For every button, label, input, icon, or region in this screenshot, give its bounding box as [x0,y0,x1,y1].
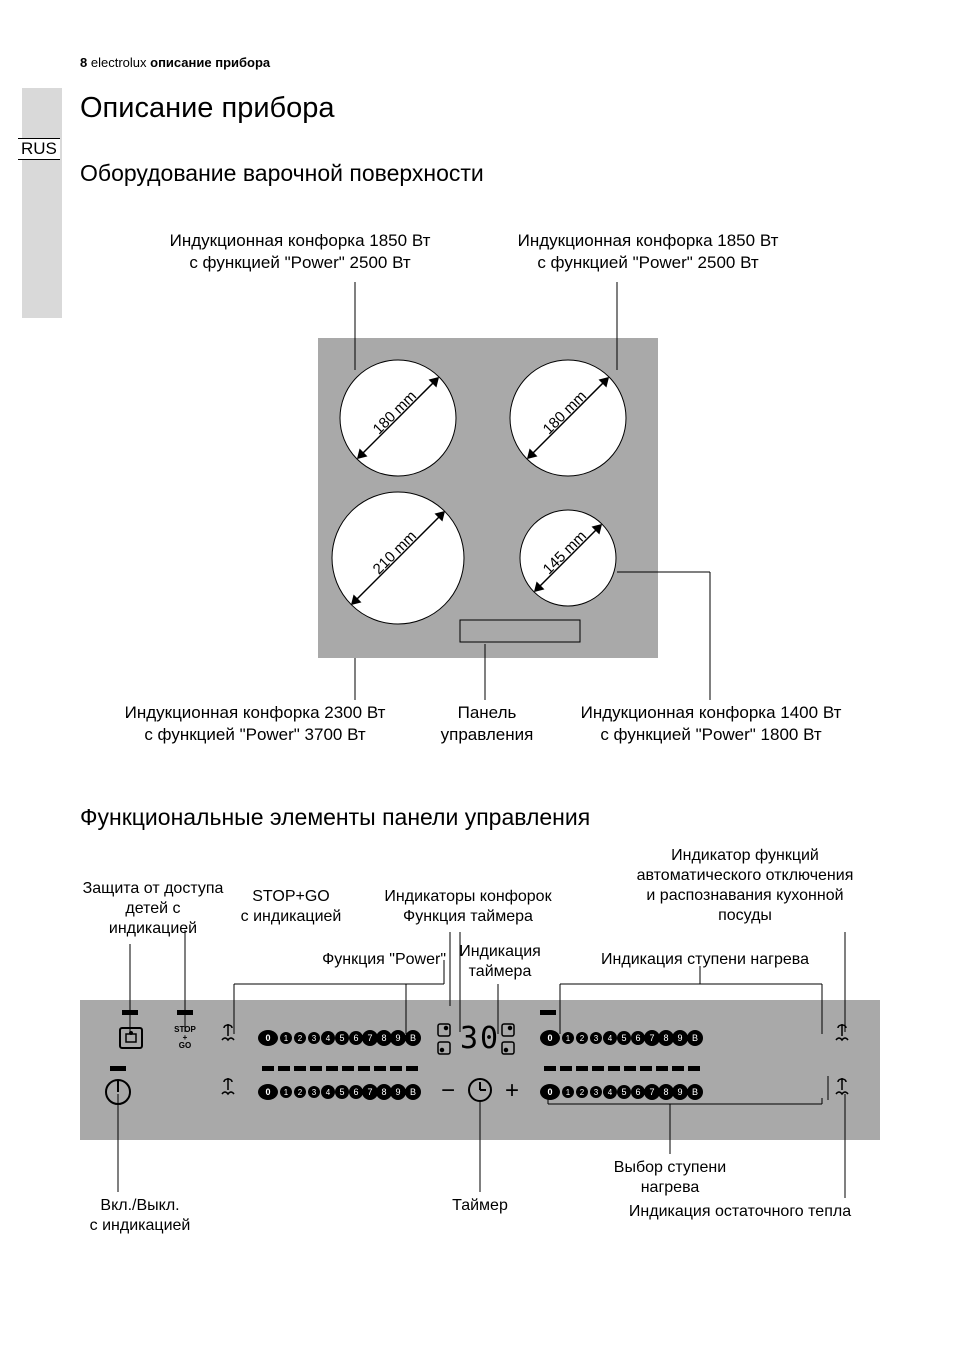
svg-text:7: 7 [649,1087,654,1097]
svg-text:9: 9 [395,1087,400,1097]
svg-text:7: 7 [649,1033,654,1043]
svg-text:2: 2 [298,1088,303,1097]
svg-text:8: 8 [663,1087,668,1097]
svg-text:9: 9 [395,1033,400,1043]
svg-text:5: 5 [339,1033,344,1043]
svg-text:5: 5 [339,1087,344,1097]
svg-text:1: 1 [566,1088,571,1097]
svg-text:1: 1 [284,1088,289,1097]
svg-text:0: 0 [547,1033,552,1043]
svg-text:4: 4 [326,1034,331,1043]
svg-text:1: 1 [566,1034,571,1043]
control-panel-diagram: STOP + GO 0 1 2 3 4 5 6 7 8 9 B [0,0,954,1352]
svg-text:6: 6 [635,1087,640,1097]
svg-text:B: B [692,1087,698,1097]
svg-text:0: 0 [265,1033,270,1043]
svg-text:6: 6 [635,1033,640,1043]
svg-text:4: 4 [608,1034,613,1043]
svg-text:8: 8 [381,1033,386,1043]
svg-text:−: − [441,1077,455,1104]
svg-text:7: 7 [367,1087,372,1097]
svg-text:7: 7 [367,1033,372,1043]
svg-text:B: B [410,1087,416,1097]
svg-text:2: 2 [580,1088,585,1097]
svg-text:2: 2 [298,1034,303,1043]
svg-text:B: B [692,1033,698,1043]
svg-text:0: 0 [265,1087,270,1097]
svg-text:5: 5 [621,1087,626,1097]
svg-text:+: + [505,1077,519,1104]
svg-text:9: 9 [677,1087,682,1097]
svg-text:5: 5 [621,1033,626,1043]
svg-text:4: 4 [608,1088,613,1097]
svg-text:8: 8 [381,1087,386,1097]
svg-text:3: 3 [312,1088,317,1097]
svg-text:3: 3 [312,1034,317,1043]
svg-text:1: 1 [284,1034,289,1043]
svg-text:6: 6 [353,1033,358,1043]
svg-text:B: B [410,1033,416,1043]
svg-text:8: 8 [663,1033,668,1043]
svg-text:9: 9 [677,1033,682,1043]
svg-text:GO: GO [179,1041,191,1050]
svg-text:3: 3 [594,1088,599,1097]
svg-text:0: 0 [547,1087,552,1097]
svg-text:6: 6 [353,1087,358,1097]
svg-text:2: 2 [580,1034,585,1043]
svg-text:30: 30 [460,1021,500,1056]
svg-text:3: 3 [594,1034,599,1043]
svg-text:4: 4 [326,1088,331,1097]
